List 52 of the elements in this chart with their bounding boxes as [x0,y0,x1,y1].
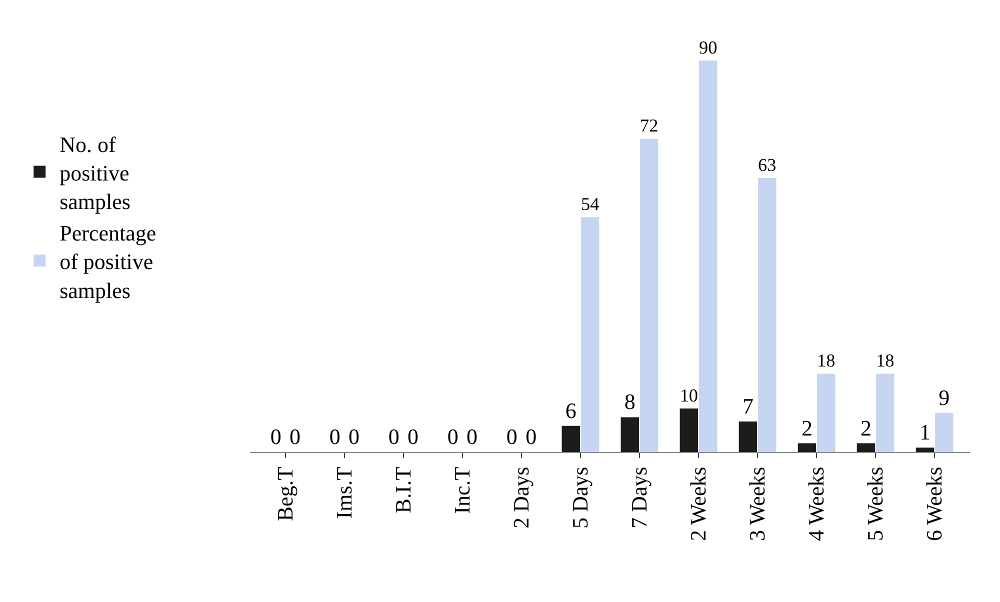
x-tick-label: 4 Weeks [804,466,829,542]
data-label: 0 [466,424,478,449]
x-tick-label: Ims.T [332,466,357,519]
data-label: 8 [624,389,636,414]
x-tick-label: Inc.T [450,466,475,514]
x-tick-label: 7 Days [626,466,652,529]
data-label: 7 [742,394,754,419]
x-tick-label: 2 Days [508,466,534,529]
data-label: 2 [860,415,872,440]
data-label: 9 [938,384,950,410]
bar [699,60,718,452]
data-label: 2 [801,415,812,440]
bar [916,448,934,452]
legend-label: No. of positive samples [60,132,130,214]
data-label: 63 [758,154,776,175]
data-label: 0 [526,424,537,449]
bar [856,443,876,452]
data-label: 0 [270,424,282,449]
bar [620,417,640,452]
x-tick-label: 3 Weeks [744,466,770,542]
data-label: 10 [680,385,698,406]
x-tick-label: 6 Weeks [922,466,947,542]
data-label: 6 [565,398,576,423]
x-tick-label: 5 Days [568,466,593,529]
data-label: 0 [348,424,360,449]
bar [580,217,600,452]
x-tick-label: Beg.T [272,466,298,522]
bar [738,422,758,452]
bar [680,408,698,452]
bar [817,374,836,452]
data-label: 0 [388,424,400,449]
x-tick-label: B.I.T [390,466,416,514]
data-label: 54 [580,194,600,214]
bar [562,426,580,452]
data-label: 0 [408,424,419,449]
data-label: 0 [506,424,518,449]
bar [798,443,816,452]
bar [640,138,658,452]
data-label: 18 [876,350,894,371]
data-label: 1 [920,420,930,445]
data-label: 0 [290,424,300,449]
data-label: 90 [699,37,718,58]
data-label: 72 [640,116,658,136]
legend-label: Percentage of positive samples [60,220,156,303]
data-label: 0 [329,424,340,449]
bar [758,178,776,452]
x-tick-label: 5 Weeks [862,466,888,542]
bar [876,374,894,452]
x-tick-label: 2 Weeks [686,466,711,542]
data-label: 18 [817,350,836,371]
bar [935,412,954,452]
data-label: 0 [447,424,458,449]
